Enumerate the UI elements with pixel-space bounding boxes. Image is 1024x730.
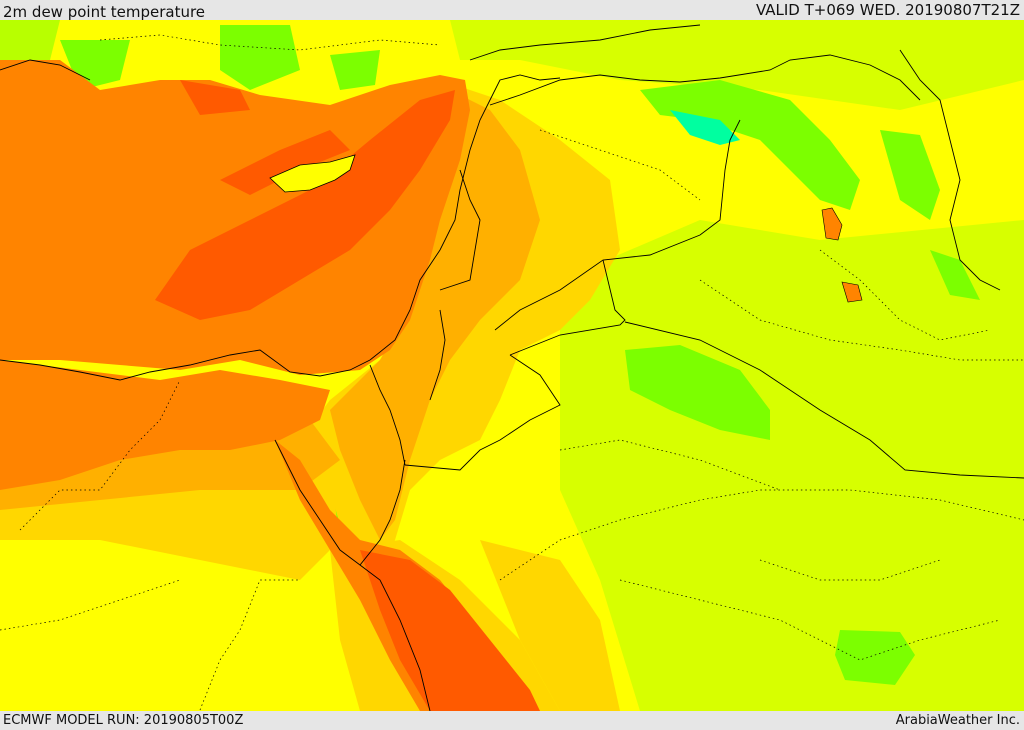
green-saudi-north — [625, 345, 770, 440]
country-borders — [369, 54, 1024, 479]
cyan-north — [670, 110, 740, 145]
green-iraq — [640, 80, 860, 210]
green-iran — [880, 130, 940, 220]
field-redorange-med-2 — [220, 130, 350, 195]
lightgreen-nw — [0, 20, 60, 70]
lake-2 — [841, 281, 863, 303]
field-orange-med — [0, 60, 470, 375]
admin-borders — [0, 34, 1024, 711]
field-gold-arabia — [480, 540, 620, 711]
map-title: 2m dew point temperature — [3, 3, 206, 21]
field-yellowgreen-north — [450, 20, 1024, 110]
credit-text: ArabiaWeather Inc. — [895, 713, 1020, 728]
field-lightorange-levant — [330, 90, 540, 540]
field-redorange-redsea — [360, 550, 540, 711]
dewpoint-map — [0, 20, 1024, 711]
lake-1 — [821, 207, 843, 241]
header-bar: 2m dew point temperature VALID T+069 WED… — [0, 0, 1024, 21]
field-orange-egypt — [0, 360, 330, 490]
green-iran2 — [930, 250, 980, 300]
green-turkey2 — [330, 50, 380, 90]
map-area[interactable] — [0, 20, 1024, 711]
model-run: ECMWF MODEL RUN: 20190805T00Z — [3, 713, 244, 728]
green-saudi-south — [835, 630, 915, 685]
green-turkey — [220, 25, 300, 90]
coastlines — [0, 24, 1001, 711]
cyprus-island — [269, 154, 356, 193]
field-redorange-med-core — [155, 90, 455, 320]
valid-time: VALID T+069 WED. 20190807T21Z — [755, 1, 1020, 19]
field-redorange-med-3 — [180, 80, 250, 115]
footer-bar: ECMWF MODEL RUN: 20190805T00Z ArabiaWeat… — [0, 711, 1024, 729]
field-yellowgreen-south — [650, 540, 1024, 711]
